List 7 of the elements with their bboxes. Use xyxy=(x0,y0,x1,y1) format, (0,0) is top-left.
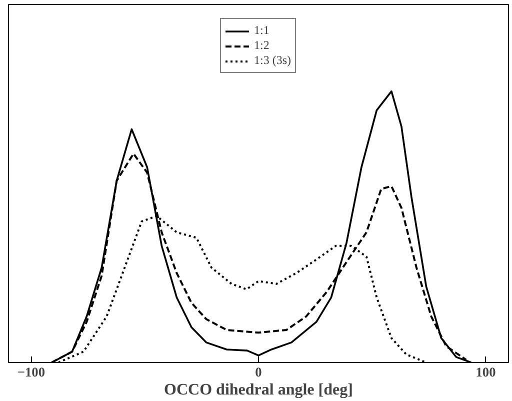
x-tick-label: 0 xyxy=(255,364,262,380)
x-tick-label: −100 xyxy=(17,364,46,380)
legend-label: 1:2 xyxy=(254,38,270,53)
x-axis-title: OCCO dihedral angle [deg] xyxy=(164,382,353,398)
legend-label: 1:3 (3s) xyxy=(254,53,291,68)
legend-label: 1:1 xyxy=(254,23,270,38)
x-tick-label: 100 xyxy=(476,364,496,380)
